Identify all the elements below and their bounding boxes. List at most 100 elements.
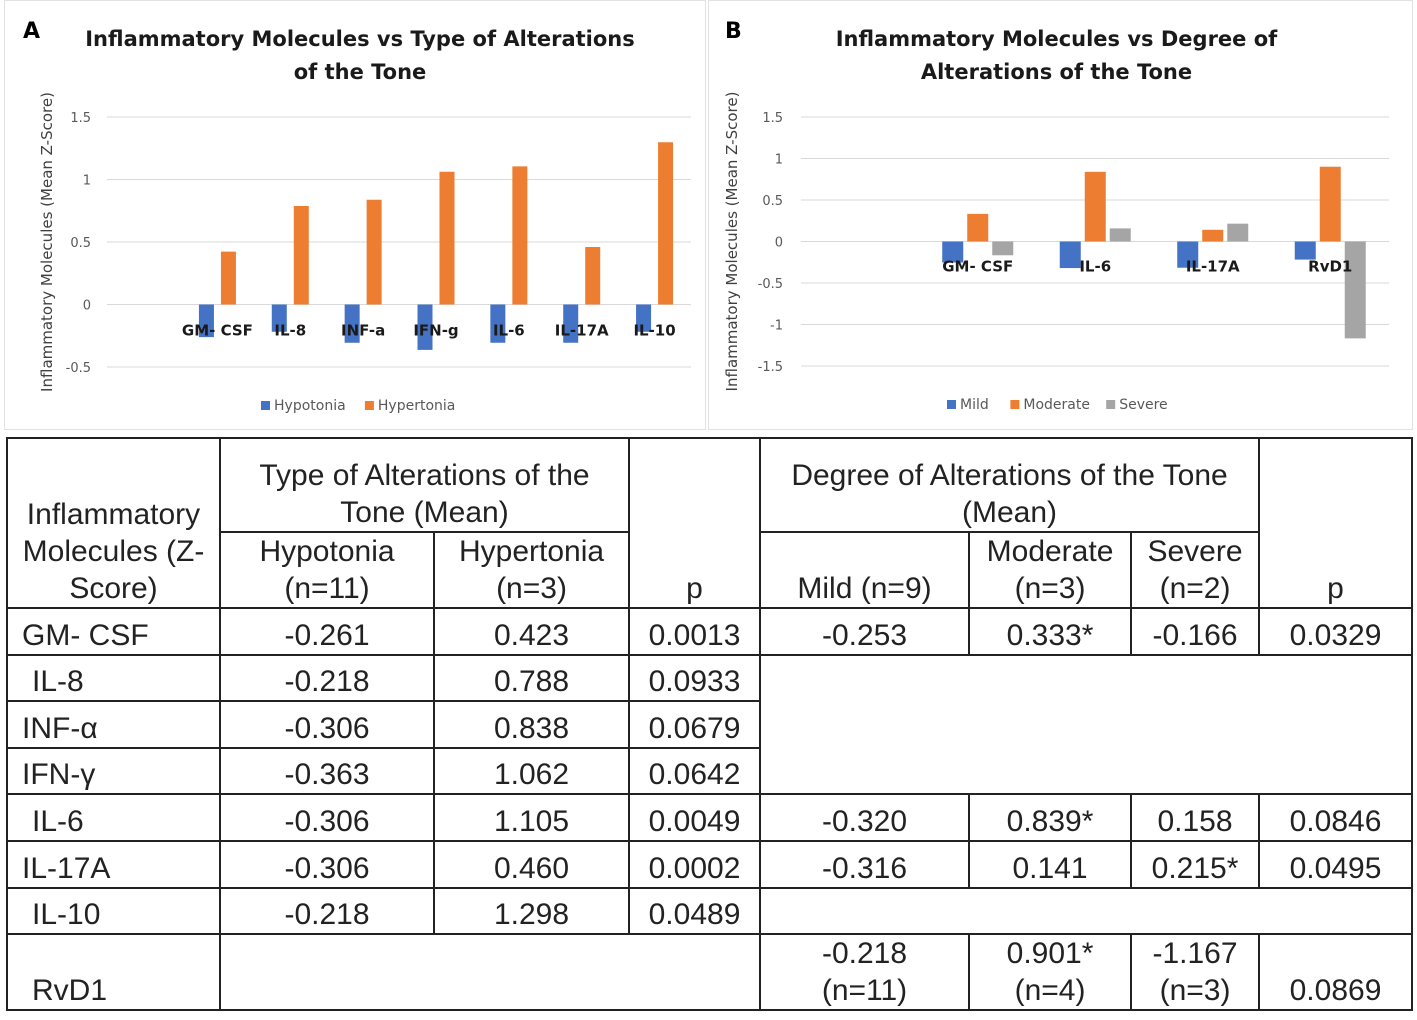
table-row: IL-8 -0.218 0.788 0.0933 <box>6 654 1414 795</box>
header-p-degree: p <box>1258 532 1414 609</box>
bar <box>293 206 309 305</box>
table-row: IL-17A -0.306 0.460 0.0002 -0.316 0.141 … <box>6 840 1414 889</box>
y-tick-label: -1 <box>770 319 783 334</box>
cell-moderate: 0.333* <box>968 607 1133 656</box>
legend-label: Moderate <box>1023 397 1090 413</box>
y-tick-label: 0.5 <box>762 194 783 209</box>
y-tick-label: 0 <box>83 299 91 314</box>
bar <box>439 171 455 305</box>
table-row: IL-6 -0.306 1.105 0.0049 -0.320 0.839* 0… <box>6 793 1414 842</box>
p1-spacer <box>628 437 762 532</box>
row-label: IL-6 <box>6 793 221 842</box>
table-row: IFN-γ -0.363 1.062 0.0642 <box>6 747 1412 795</box>
table-row: GM- CSF -0.261 0.423 0.0013 -0.253 0.333… <box>6 607 1414 656</box>
cell-hypertonia: 0.788 <box>432 654 631 702</box>
row-label: IL-10 <box>6 887 221 935</box>
row-label: IL-8 <box>6 654 221 702</box>
cell-severe: 0.158 <box>1130 793 1261 842</box>
bar <box>563 304 579 343</box>
x-category-label: IFN-g <box>413 322 458 340</box>
empty-degree-cell <box>759 887 1414 935</box>
row-label: RvD1 <box>6 933 221 1011</box>
legend-swatch <box>364 401 374 410</box>
header-p-type: p <box>628 532 762 609</box>
y-tick-label: -1.5 <box>758 360 783 375</box>
y-tick-label: -0.5 <box>758 277 783 292</box>
bar <box>1059 241 1081 269</box>
bar <box>967 213 989 242</box>
header-hypertonia: Hypertonia (n=3) <box>432 531 631 609</box>
bar <box>220 251 236 305</box>
cell-severe-value: -1.167 <box>1152 937 1238 970</box>
table-header-row-2: Hypotonia (n=11) Hypertonia (n=3) p Mild… <box>7 531 1414 609</box>
bar <box>1294 241 1316 260</box>
cell-p-type: 0.0049 <box>628 793 762 842</box>
chart-panel-a: A Inflammatory Molecules vs Type of Alte… <box>4 0 706 430</box>
cell-hypotonia: -0.306 <box>219 793 435 842</box>
x-category-label: INF-a <box>341 322 385 340</box>
cell-mild: -0.253 <box>759 607 971 656</box>
cell-p-type: 0.0642 <box>628 747 762 795</box>
cell-hypertonia: 1.105 <box>432 793 631 842</box>
chart-panel-b: B Inflammatory Molecules vs Degree of Al… <box>708 0 1413 430</box>
bar <box>490 304 506 343</box>
cell-p-degree: 0.0329 <box>1258 607 1414 656</box>
chart-a-svg: -0.5 0 0.5 1 1.5 Inflammatory Molecules (Mean… <box>38 92 691 414</box>
bar <box>636 304 652 332</box>
bar <box>1109 228 1131 242</box>
y-tick-label: 1 <box>775 153 783 168</box>
cell-hypotonia: -0.218 <box>219 887 435 935</box>
row-label: GM- CSF <box>6 607 221 656</box>
cell-p-degree: 0.0846 <box>1258 793 1414 842</box>
row-label: IFN-γ <box>6 747 221 795</box>
results-table: Inflammatory Molecules (Z-Score) Type of… <box>6 437 1414 1011</box>
cell-hypertonia: 0.838 <box>432 700 631 749</box>
cell-mild: -0.320 <box>759 793 971 842</box>
bar <box>1084 171 1106 242</box>
chart-a-title: Inflammatory Molecules vs Type of Altera… <box>65 23 655 89</box>
x-category-label: IL-6 <box>493 322 525 340</box>
cell-moderate: 0.141 <box>968 840 1133 889</box>
header-moderate: Moderate (n=3) <box>968 531 1133 609</box>
x-category-label: IL-17A <box>1186 258 1240 276</box>
x-category-label: RvD1 <box>1308 258 1352 276</box>
bar <box>1344 241 1366 339</box>
panel-letter-a: A <box>23 19 41 44</box>
chart-b-title-line1: Inflammatory Molecules vs Degree of <box>835 27 1278 51</box>
cell-p-type: 0.0013 <box>628 607 762 656</box>
chart-b-svg: -1.5 -1 -0.5 0 0.5 1 1.5 Inflammatory Molecules… <box>723 92 1389 413</box>
bar <box>1319 166 1341 242</box>
empty-type-cell <box>218 933 762 1011</box>
cell-p-type: 0.0002 <box>628 840 762 889</box>
y-tick-label: 1 <box>83 174 91 189</box>
cell-mild-value: -0.218 <box>821 937 908 970</box>
row-label: INF-α <box>6 700 221 749</box>
cell-p-degree: 0.0495 <box>1258 840 1414 889</box>
bar <box>1227 223 1249 242</box>
x-category-label: GM- CSF <box>182 322 253 340</box>
bar <box>585 247 601 305</box>
degree-group-header: Degree of Alterations of the Tone (Mean) <box>759 437 1261 533</box>
cell-moderate: 0.901* (n=4) <box>968 933 1133 1011</box>
cell-mild: -0.316 <box>759 840 971 889</box>
table-row: INF-α -0.306 0.838 0.0679 <box>6 700 1412 749</box>
y-tick-label: -0.5 <box>66 361 91 376</box>
cell-hypotonia: -0.306 <box>219 840 435 889</box>
legend-label: Mild <box>960 397 989 413</box>
legend-swatch <box>947 400 956 409</box>
cell-hypotonia: -0.218 <box>219 654 435 702</box>
table-header-row-1: Inflammatory Molecules (Z-Score) Type of… <box>6 437 1414 609</box>
bar <box>344 304 360 343</box>
x-category-label: IL-17A <box>555 322 609 340</box>
cell-p-type: 0.0679 <box>628 700 762 749</box>
cell-severe: -0.166 <box>1130 607 1261 656</box>
empty-degree-block <box>759 654 1414 795</box>
cell-hypertonia: 1.062 <box>432 747 631 795</box>
table-row: IL-10 -0.218 1.298 0.0489 <box>6 887 1414 935</box>
legend-swatch <box>261 401 270 410</box>
legend-swatch <box>1106 400 1116 409</box>
chart-a-title-line2: of the Tone <box>293 60 427 84</box>
x-category-label: IL-8 <box>274 322 306 340</box>
bar <box>198 304 214 338</box>
y-axis-title: Inflammatory Molecules (Mean Z-Score) <box>723 92 741 392</box>
